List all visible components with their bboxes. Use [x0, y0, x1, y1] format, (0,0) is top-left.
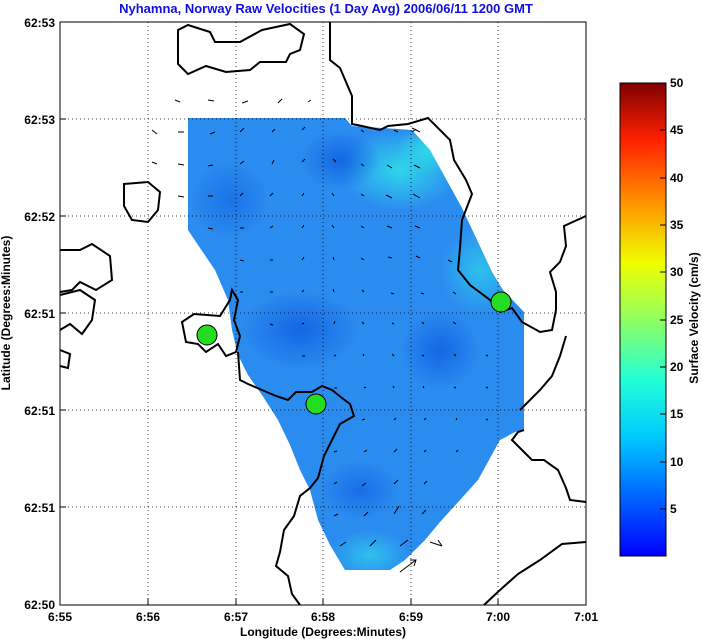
- x-tick-labels: 6:55 6:56 6:57 6:58 6:59 7:00 7:01: [48, 610, 598, 624]
- y-tick-label: 62:51: [24, 501, 55, 515]
- colorbar-tick-label: 40: [670, 171, 684, 185]
- colorbar-tick-label: 10: [670, 455, 684, 469]
- x-tick-label: 6:59: [399, 610, 423, 624]
- colorbar-tick-label: 50: [670, 76, 684, 90]
- colorbar-label: Surface Velocity (cm/s): [687, 252, 701, 383]
- x-tick-label: 6:55: [48, 610, 72, 624]
- y-tick-label: 62:53: [24, 113, 55, 127]
- colorbar-tick-label: 20: [670, 360, 684, 374]
- velocity-arrows: [151, 98, 489, 573]
- x-tick-label: 6:58: [311, 610, 335, 624]
- coastline: [59, 22, 587, 606]
- y-tick-label: 62:50: [24, 598, 55, 612]
- colorbar-tick-label: 35: [670, 218, 684, 232]
- colorbar-tick-label: 5: [670, 502, 677, 516]
- y-tick-label: 62:51: [24, 404, 55, 418]
- y-tick-label: 62:53: [24, 16, 55, 30]
- y-tick-labels: 62:53 62:53 62:52 62:51 62:51 62:51 62:5…: [24, 16, 55, 612]
- y-tick-label: 62:51: [24, 307, 55, 321]
- x-tick-label: 7:00: [486, 610, 510, 624]
- x-axis-label: Longitude (Degrees:Minutes): [240, 625, 406, 639]
- radar-site-marker: [490, 291, 512, 313]
- chart-title: Nyhamna, Norway Raw Velocities (1 Day Av…: [119, 1, 533, 16]
- colorbar-tick-label: 45: [670, 123, 684, 137]
- radar-site-marker: [196, 324, 218, 346]
- colorbar: 50 45 40 35 30 25 20 15 10 5 Surface Vel…: [619, 76, 701, 557]
- y-axis-label: Latitude (Degrees:Minutes): [0, 236, 13, 391]
- radar-site-marker: [305, 393, 327, 415]
- colorbar-tick-label: 15: [670, 407, 684, 421]
- colorbar-tick-label: 25: [670, 313, 684, 327]
- colorbar-gradient: [619, 82, 667, 557]
- x-tick-label: 6:57: [224, 610, 248, 624]
- axis-ticks: [59, 21, 587, 606]
- x-tick-label: 6:56: [136, 610, 160, 624]
- y-tick-label: 62:52: [24, 210, 55, 224]
- colorbar-tick-label: 30: [670, 265, 684, 279]
- x-tick-label: 7:01: [574, 610, 598, 624]
